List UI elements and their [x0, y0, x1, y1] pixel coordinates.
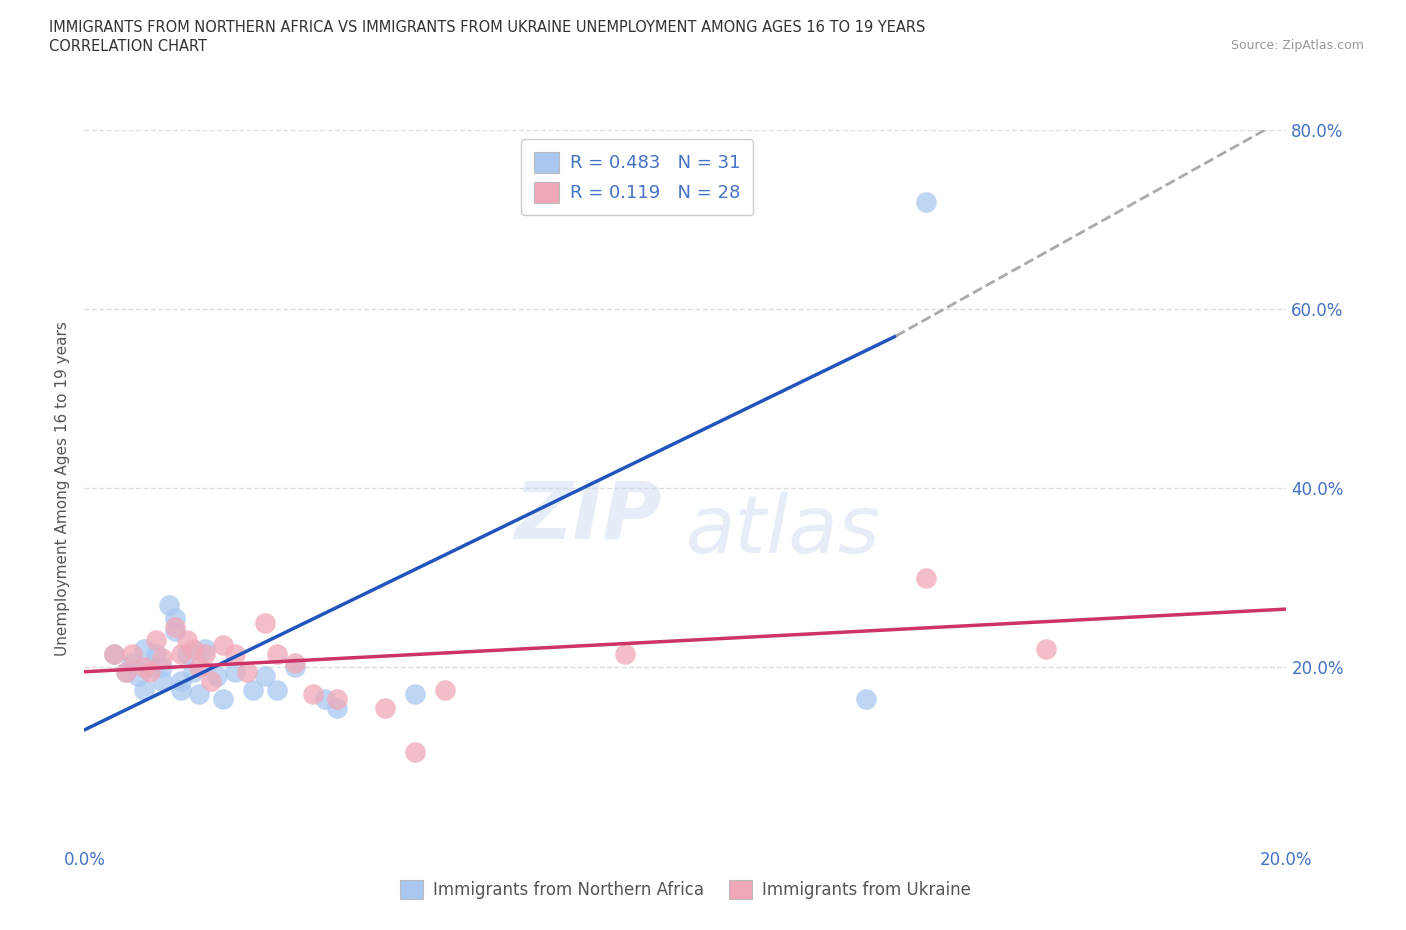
Point	[200, 673, 222, 688]
Point	[134, 660, 156, 675]
Point	[855, 691, 877, 706]
Point	[614, 646, 637, 661]
Point	[374, 700, 396, 715]
Point	[301, 686, 323, 701]
Point	[121, 656, 143, 671]
Point	[253, 669, 276, 684]
Point	[103, 646, 125, 661]
Point	[134, 642, 156, 657]
Point	[314, 691, 336, 706]
Point	[404, 745, 426, 760]
Point	[121, 646, 143, 661]
Point	[176, 633, 198, 648]
Text: IMMIGRANTS FROM NORTHERN AFRICA VS IMMIGRANTS FROM UKRAINE UNEMPLOYMENT AMONG AG: IMMIGRANTS FROM NORTHERN AFRICA VS IMMIG…	[49, 20, 925, 35]
Point	[211, 637, 233, 652]
Text: ZIP: ZIP	[515, 478, 661, 556]
Point	[194, 646, 217, 661]
Point	[152, 651, 174, 666]
Point	[187, 660, 209, 675]
Point	[127, 669, 149, 684]
Point	[169, 673, 191, 688]
Point	[224, 664, 246, 679]
Text: Source: ZipAtlas.com: Source: ZipAtlas.com	[1230, 39, 1364, 52]
Point	[115, 664, 138, 679]
Point	[1035, 642, 1057, 657]
Point	[163, 611, 186, 626]
Point	[152, 660, 174, 675]
Point	[115, 664, 138, 679]
Point	[326, 691, 349, 706]
Point	[404, 686, 426, 701]
Text: CORRELATION CHART: CORRELATION CHART	[49, 39, 207, 54]
Point	[915, 194, 938, 209]
Point	[187, 686, 209, 701]
Point	[181, 642, 204, 657]
Point	[103, 646, 125, 661]
Point	[145, 646, 167, 661]
Point	[157, 597, 180, 612]
Point	[224, 646, 246, 661]
Point	[181, 664, 204, 679]
Point	[169, 683, 191, 698]
Point	[139, 664, 162, 679]
Point	[326, 700, 349, 715]
Point	[145, 633, 167, 648]
Point	[266, 646, 288, 661]
Point	[253, 615, 276, 630]
Point	[163, 619, 186, 634]
Legend: Immigrants from Northern Africa, Immigrants from Ukraine: Immigrants from Northern Africa, Immigra…	[394, 873, 977, 906]
Point	[134, 683, 156, 698]
Point	[194, 642, 217, 657]
Point	[266, 683, 288, 698]
Point	[152, 673, 174, 688]
Point	[211, 691, 233, 706]
Point	[205, 669, 228, 684]
Point	[284, 660, 307, 675]
Point	[242, 683, 264, 698]
Text: atlas: atlas	[686, 492, 880, 570]
Point	[284, 656, 307, 671]
Point	[139, 660, 162, 675]
Y-axis label: Unemployment Among Ages 16 to 19 years: Unemployment Among Ages 16 to 19 years	[55, 321, 70, 656]
Point	[235, 664, 257, 679]
Point	[434, 683, 457, 698]
Point	[176, 646, 198, 661]
Point	[163, 624, 186, 639]
Point	[915, 570, 938, 585]
Point	[169, 646, 191, 661]
